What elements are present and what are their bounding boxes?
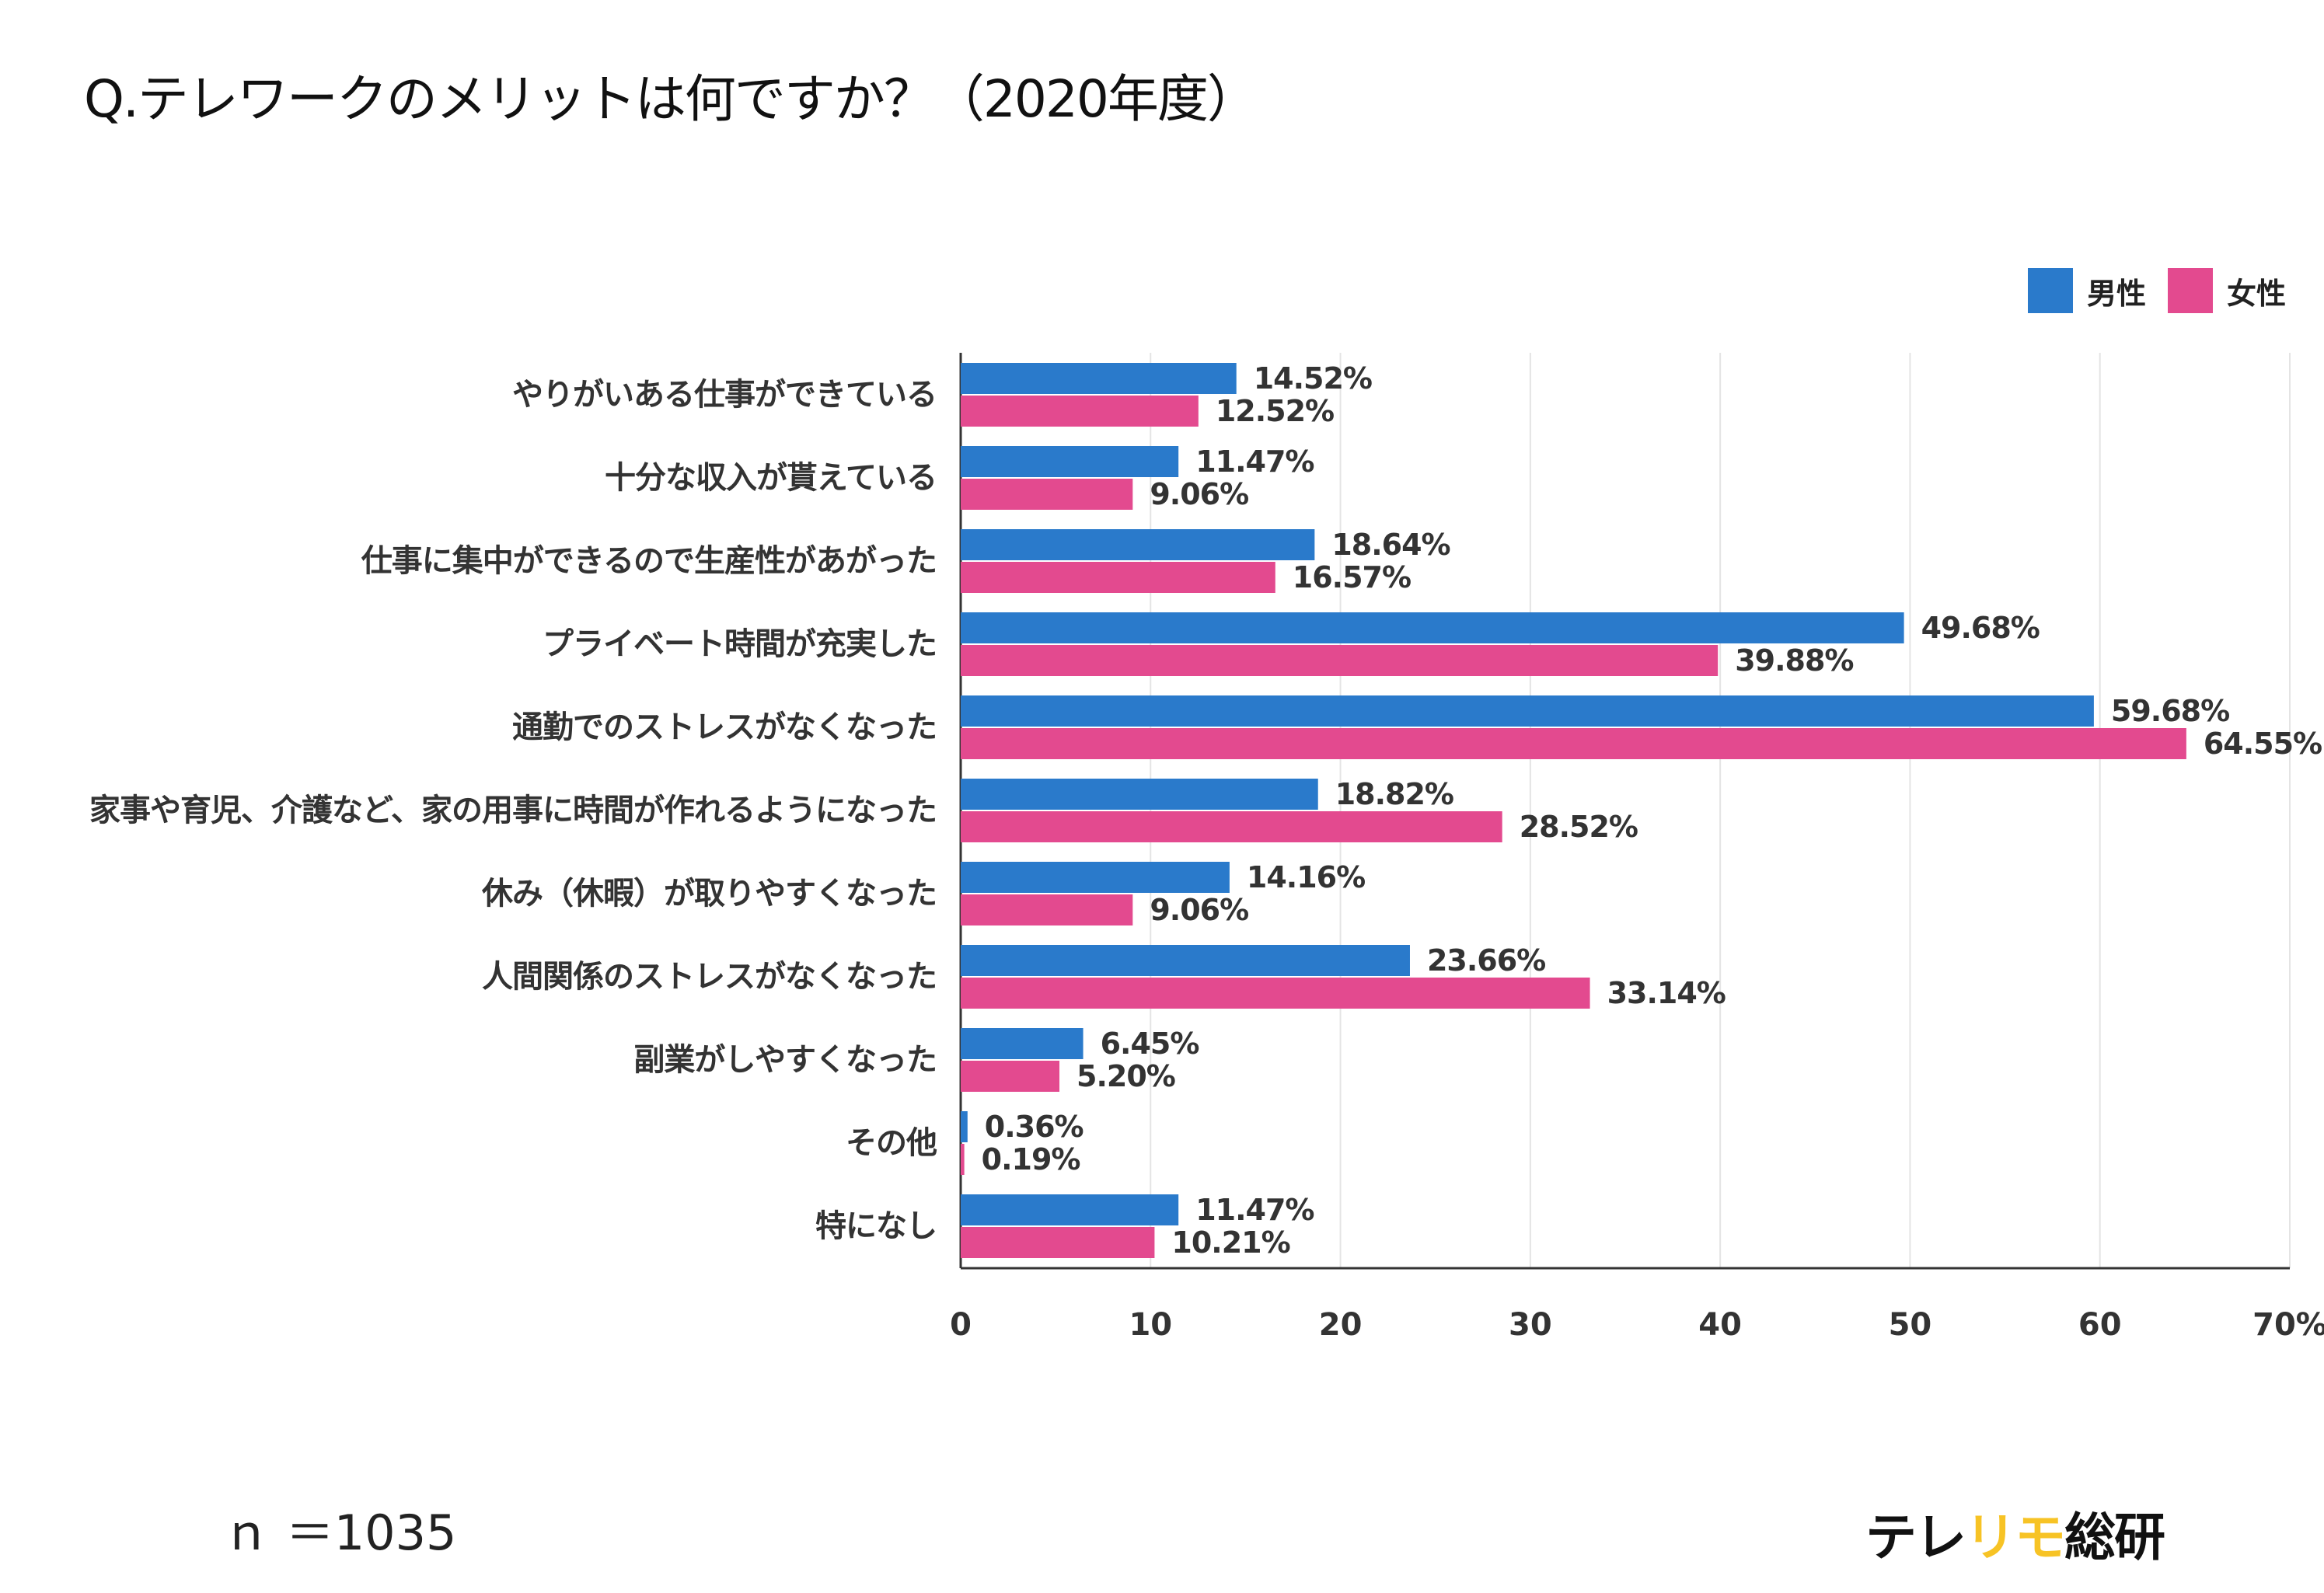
data-label-female: 5.20% — [1077, 1059, 1175, 1093]
category-label: 休み（休暇）が取りやすくなった — [481, 876, 937, 912]
data-label-male: 18.82% — [1335, 777, 1453, 811]
bar-male — [961, 363, 1237, 394]
logo-text-2: リモ — [1965, 1508, 2066, 1567]
bar-male — [961, 862, 1230, 893]
data-label-female: 12.52% — [1216, 394, 1334, 428]
x-tick-label: 40 — [1698, 1307, 1742, 1343]
data-label-female: 9.06% — [1150, 477, 1248, 511]
data-label-female: 64.55% — [2204, 727, 2322, 761]
bar-female — [961, 645, 1719, 676]
category-label: やりがいある仕事ができている — [512, 377, 937, 413]
data-label-male: 11.47% — [1195, 444, 1314, 479]
logo-text-1: テレ — [1865, 1508, 1966, 1567]
legend: 男性 女性 — [2028, 268, 2308, 313]
bar-female — [961, 894, 1133, 925]
bar-female — [961, 1144, 965, 1175]
bar-male — [961, 779, 1318, 810]
category-label: 家事や育児、介護など、家の用事に時間が作れるようになった — [89, 793, 937, 828]
data-label-male: 11.47% — [1195, 1193, 1314, 1227]
x-tick-label: 0 — [950, 1307, 972, 1343]
bar-female — [961, 396, 1199, 427]
legend-swatch-male — [2028, 268, 2073, 313]
bar-male — [961, 529, 1315, 560]
legend-label-male: 男性 — [2087, 276, 2147, 311]
data-label-male: 23.66% — [1427, 943, 1545, 978]
bar-female — [961, 562, 1275, 593]
brand-logo: テレリモ総研 — [1865, 1496, 2165, 1570]
data-label-female: 16.57% — [1293, 560, 1411, 594]
category-label: 仕事に集中ができるので生産性があがった — [361, 543, 937, 579]
data-label-female: 9.06% — [1150, 893, 1248, 927]
bar-male — [961, 446, 1179, 477]
data-label-male: 14.52% — [1254, 361, 1372, 396]
x-tick-label: 20 — [1319, 1307, 1363, 1343]
sample-size-note: ｎ ＝1035 — [222, 1504, 457, 1561]
x-tick-label: 30 — [1509, 1307, 1552, 1343]
logo-text-3: 総研 — [2064, 1508, 2165, 1567]
data-label-male: 18.64% — [1331, 528, 1450, 562]
bar-male — [961, 1111, 968, 1142]
bar-male — [961, 612, 1904, 643]
x-tick-label: 50 — [1889, 1307, 1932, 1343]
legend-swatch-female — [2168, 268, 2214, 313]
data-label-female: 39.88% — [1735, 643, 1853, 678]
bar-female — [961, 1061, 1060, 1092]
bar-male — [961, 1028, 1083, 1059]
category-label: 特になし — [815, 1208, 937, 1244]
x-tick-label: 60 — [2078, 1307, 2122, 1343]
category-label: 人間関係のストレスがなくなった — [482, 959, 937, 995]
data-label-female: 33.14% — [1607, 976, 1726, 1010]
data-label-male: 49.68% — [1921, 611, 2040, 645]
data-label-female: 0.19% — [982, 1142, 1080, 1176]
category-label: プライベート時間が充実した — [543, 626, 937, 662]
bar-female — [961, 978, 1590, 1009]
data-label-male: 14.16% — [1247, 860, 1365, 894]
bar-female — [961, 811, 1502, 842]
legend-label-female: 女性 — [2227, 276, 2287, 311]
chart-title: Q.テレワークのメリットは何ですか？（2020年度） — [84, 69, 1258, 129]
data-label-male: 0.36% — [985, 1110, 1083, 1144]
bar-female — [961, 479, 1133, 510]
category-label: 副業がしやすくなった — [633, 1042, 937, 1078]
bar-male — [961, 1194, 1179, 1225]
data-label-male: 6.45% — [1101, 1027, 1199, 1061]
bar-female — [961, 1227, 1155, 1258]
category-label: 通勤でのストレスがなくなった — [512, 709, 937, 745]
bar-male — [961, 945, 1410, 976]
bar-male — [961, 695, 2094, 727]
data-label-female: 10.21% — [1171, 1225, 1289, 1260]
bar-female — [961, 728, 2186, 759]
data-label-male: 59.68% — [2111, 694, 2229, 728]
category-label: その他 — [846, 1125, 937, 1161]
data-label-female: 28.52% — [1520, 810, 1638, 844]
x-tick-label: 70% — [2252, 1307, 2324, 1343]
x-tick-label: 10 — [1129, 1307, 1172, 1343]
category-label: 十分な収入が貰えている — [605, 460, 937, 496]
